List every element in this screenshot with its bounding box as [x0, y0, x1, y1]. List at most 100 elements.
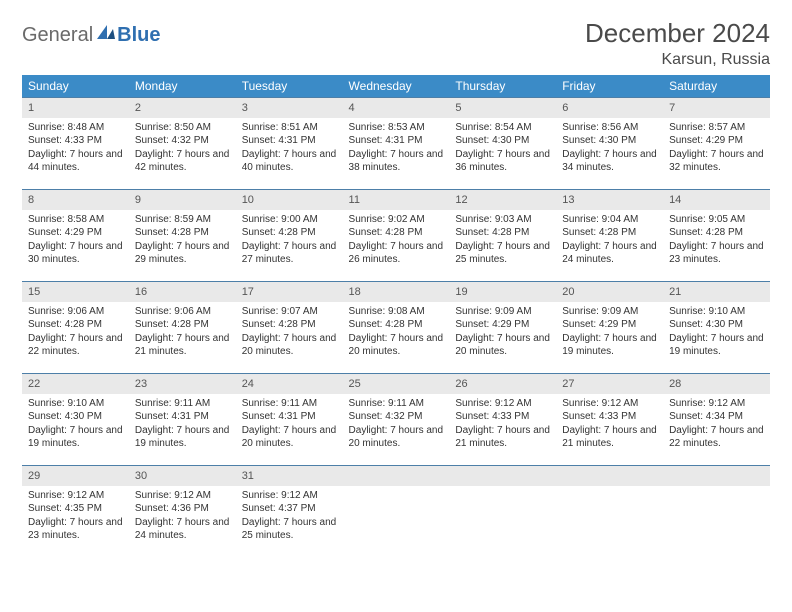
sunset-line: Sunset: 4:33 PM [455, 410, 550, 424]
daylight-line: Daylight: 7 hours and 20 minutes. [349, 332, 444, 359]
day-number: 25 [343, 374, 450, 394]
day-body: Sunrise: 9:05 AMSunset: 4:28 PMDaylight:… [663, 210, 770, 271]
day-number: 9 [129, 190, 236, 210]
day-number: 26 [449, 374, 556, 394]
daylight-line: Daylight: 7 hours and 23 minutes. [28, 516, 123, 543]
sunrise-line: Sunrise: 9:02 AM [349, 213, 444, 227]
daylight-line: Daylight: 7 hours and 19 minutes. [562, 332, 657, 359]
calendar-body: 1Sunrise: 8:48 AMSunset: 4:33 PMDaylight… [22, 98, 770, 558]
sunset-line: Sunset: 4:30 PM [28, 410, 123, 424]
calendar-cell: 9Sunrise: 8:59 AMSunset: 4:28 PMDaylight… [129, 190, 236, 282]
calendar-cell: 12Sunrise: 9:03 AMSunset: 4:28 PMDayligh… [449, 190, 556, 282]
sunrise-line: Sunrise: 8:53 AM [349, 121, 444, 135]
sunset-line: Sunset: 4:35 PM [28, 502, 123, 516]
daylight-line: Daylight: 7 hours and 24 minutes. [135, 516, 230, 543]
calendar-cell: 13Sunrise: 9:04 AMSunset: 4:28 PMDayligh… [556, 190, 663, 282]
day-number: 31 [236, 466, 343, 486]
day-body: Sunrise: 8:59 AMSunset: 4:28 PMDaylight:… [129, 210, 236, 271]
calendar-row: 15Sunrise: 9:06 AMSunset: 4:28 PMDayligh… [22, 282, 770, 374]
sunrise-line: Sunrise: 9:12 AM [28, 489, 123, 503]
day-number: 15 [22, 282, 129, 302]
day-number: 1 [22, 98, 129, 118]
calendar-cell [556, 466, 663, 558]
calendar-cell: 4Sunrise: 8:53 AMSunset: 4:31 PMDaylight… [343, 98, 450, 190]
calendar-cell: 25Sunrise: 9:11 AMSunset: 4:32 PMDayligh… [343, 374, 450, 466]
day-number: 7 [663, 98, 770, 118]
day-number-empty [556, 466, 663, 486]
calendar-cell [449, 466, 556, 558]
day-body: Sunrise: 9:06 AMSunset: 4:28 PMDaylight:… [129, 302, 236, 363]
day-number: 28 [663, 374, 770, 394]
daylight-line: Daylight: 7 hours and 29 minutes. [135, 240, 230, 267]
calendar-cell: 28Sunrise: 9:12 AMSunset: 4:34 PMDayligh… [663, 374, 770, 466]
weekday-row: Sunday Monday Tuesday Wednesday Thursday… [22, 75, 770, 98]
day-number: 14 [663, 190, 770, 210]
sunset-line: Sunset: 4:28 PM [349, 226, 444, 240]
logo-text-blue: Blue [117, 24, 160, 47]
weekday-header: Sunday [22, 75, 129, 98]
calendar-cell [343, 466, 450, 558]
day-body: Sunrise: 9:03 AMSunset: 4:28 PMDaylight:… [449, 210, 556, 271]
day-number: 29 [22, 466, 129, 486]
calendar-cell: 14Sunrise: 9:05 AMSunset: 4:28 PMDayligh… [663, 190, 770, 282]
day-number: 18 [343, 282, 450, 302]
day-number: 5 [449, 98, 556, 118]
day-number: 20 [556, 282, 663, 302]
day-body: Sunrise: 9:12 AMSunset: 4:34 PMDaylight:… [663, 394, 770, 455]
daylight-line: Daylight: 7 hours and 30 minutes. [28, 240, 123, 267]
day-number: 17 [236, 282, 343, 302]
weekday-header: Friday [556, 75, 663, 98]
calendar-cell: 27Sunrise: 9:12 AMSunset: 4:33 PMDayligh… [556, 374, 663, 466]
sunset-line: Sunset: 4:37 PM [242, 502, 337, 516]
daylight-line: Daylight: 7 hours and 22 minutes. [28, 332, 123, 359]
weekday-header: Thursday [449, 75, 556, 98]
sunset-line: Sunset: 4:28 PM [28, 318, 123, 332]
daylight-line: Daylight: 7 hours and 24 minutes. [562, 240, 657, 267]
sunrise-line: Sunrise: 8:51 AM [242, 121, 337, 135]
sunset-line: Sunset: 4:31 PM [242, 410, 337, 424]
sunrise-line: Sunrise: 8:58 AM [28, 213, 123, 227]
daylight-line: Daylight: 7 hours and 21 minutes. [135, 332, 230, 359]
day-body: Sunrise: 9:04 AMSunset: 4:28 PMDaylight:… [556, 210, 663, 271]
calendar-cell: 18Sunrise: 9:08 AMSunset: 4:28 PMDayligh… [343, 282, 450, 374]
day-body: Sunrise: 9:02 AMSunset: 4:28 PMDaylight:… [343, 210, 450, 271]
sunrise-line: Sunrise: 9:03 AM [455, 213, 550, 227]
day-body: Sunrise: 9:11 AMSunset: 4:31 PMDaylight:… [236, 394, 343, 455]
calendar-cell: 29Sunrise: 9:12 AMSunset: 4:35 PMDayligh… [22, 466, 129, 558]
calendar-cell: 11Sunrise: 9:02 AMSunset: 4:28 PMDayligh… [343, 190, 450, 282]
sunset-line: Sunset: 4:28 PM [669, 226, 764, 240]
calendar-cell: 21Sunrise: 9:10 AMSunset: 4:30 PMDayligh… [663, 282, 770, 374]
sunset-line: Sunset: 4:29 PM [669, 134, 764, 148]
day-number: 13 [556, 190, 663, 210]
day-body: Sunrise: 9:09 AMSunset: 4:29 PMDaylight:… [556, 302, 663, 363]
calendar-cell: 2Sunrise: 8:50 AMSunset: 4:32 PMDaylight… [129, 98, 236, 190]
daylight-line: Daylight: 7 hours and 40 minutes. [242, 148, 337, 175]
sunrise-line: Sunrise: 9:04 AM [562, 213, 657, 227]
sunset-line: Sunset: 4:28 PM [135, 318, 230, 332]
calendar-cell [663, 466, 770, 558]
day-body: Sunrise: 9:12 AMSunset: 4:35 PMDaylight:… [22, 486, 129, 547]
calendar-cell: 26Sunrise: 9:12 AMSunset: 4:33 PMDayligh… [449, 374, 556, 466]
sunrise-line: Sunrise: 9:11 AM [349, 397, 444, 411]
daylight-line: Daylight: 7 hours and 19 minutes. [28, 424, 123, 451]
daylight-line: Daylight: 7 hours and 23 minutes. [669, 240, 764, 267]
day-number: 3 [236, 98, 343, 118]
sunset-line: Sunset: 4:30 PM [669, 318, 764, 332]
day-body: Sunrise: 9:06 AMSunset: 4:28 PMDaylight:… [22, 302, 129, 363]
sunrise-line: Sunrise: 9:11 AM [135, 397, 230, 411]
calendar-cell: 16Sunrise: 9:06 AMSunset: 4:28 PMDayligh… [129, 282, 236, 374]
sunset-line: Sunset: 4:28 PM [135, 226, 230, 240]
weekday-header: Tuesday [236, 75, 343, 98]
logo-mark-icon [97, 25, 115, 39]
calendar-row: 1Sunrise: 8:48 AMSunset: 4:33 PMDaylight… [22, 98, 770, 190]
sunset-line: Sunset: 4:28 PM [242, 318, 337, 332]
calendar-cell: 5Sunrise: 8:54 AMSunset: 4:30 PMDaylight… [449, 98, 556, 190]
sunset-line: Sunset: 4:32 PM [135, 134, 230, 148]
daylight-line: Daylight: 7 hours and 19 minutes. [135, 424, 230, 451]
sunrise-line: Sunrise: 9:12 AM [562, 397, 657, 411]
sunrise-line: Sunrise: 8:56 AM [562, 121, 657, 135]
daylight-line: Daylight: 7 hours and 20 minutes. [349, 424, 444, 451]
daylight-line: Daylight: 7 hours and 19 minutes. [669, 332, 764, 359]
sunset-line: Sunset: 4:28 PM [455, 226, 550, 240]
daylight-line: Daylight: 7 hours and 21 minutes. [455, 424, 550, 451]
